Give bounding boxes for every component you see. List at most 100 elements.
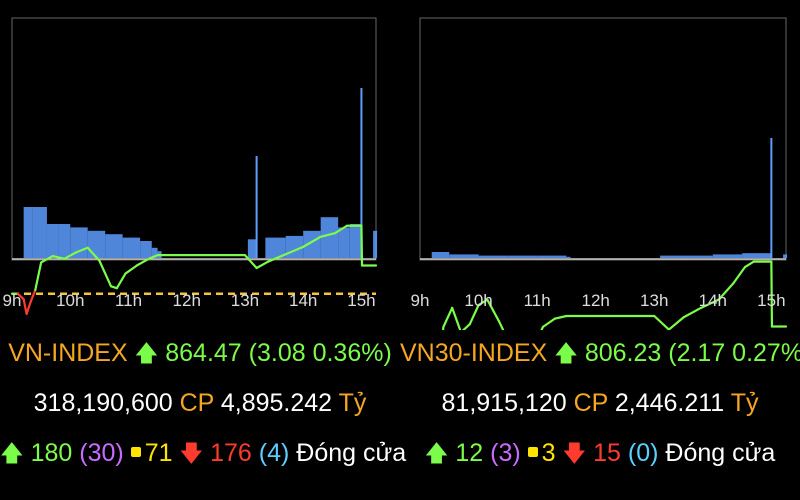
index-value: 864.47 (165, 339, 242, 367)
volume-bar (58, 224, 71, 258)
price-line-segment (553, 314, 568, 320)
ceiling-count: (30) (79, 439, 124, 467)
decliners-count: 15 (593, 439, 621, 467)
x-tick-label: 12h (173, 291, 201, 310)
price-line-segment (540, 325, 545, 330)
price-line-segment (732, 265, 747, 285)
volume-bar (87, 230, 106, 258)
price-line-segment (319, 231, 337, 238)
price-line-segment (22, 298, 28, 315)
chart-frame (11, 17, 377, 261)
price-line-segment (40, 254, 54, 264)
price-line-segment (743, 260, 755, 269)
volume-bar (537, 255, 567, 258)
price-line-segment (16, 292, 25, 301)
x-tick-label: 12h (581, 291, 609, 310)
volume-line: 81,915,120 CP 2,446.211 Tỷ (400, 389, 800, 418)
volume-bar (122, 237, 141, 258)
price-line-segment (451, 306, 462, 330)
arrow-up-icon: 🡅 (134, 340, 159, 366)
arrow-down-icon: 🡇 (562, 440, 587, 466)
volume-bar (46, 224, 59, 258)
x-tick-label: 14h (699, 291, 727, 310)
price-line-segment (284, 245, 305, 256)
arrow-up-icon: 🡅 (554, 340, 578, 366)
price-line-segment (25, 300, 32, 315)
price-line-segment (136, 257, 150, 267)
arrow-down-icon: 🡇 (179, 440, 204, 466)
advancers-count: 12 (455, 439, 484, 467)
price-line-segment (98, 259, 113, 288)
x-tick-label: 10h (56, 291, 84, 310)
volume-value: 318,190,600 (33, 389, 173, 417)
market-status: Đóng cửa (296, 439, 407, 467)
price-line-segment (334, 224, 348, 235)
price-line-segment (461, 323, 471, 330)
vn30-index-chart: 9h 10h 11h 12h 13h 14h 15h (411, 17, 788, 330)
price-line-segment (541, 317, 556, 328)
volume-line: 318,190,600 CP 4,895.242 Tỷ (0, 389, 400, 418)
volume-bar (32, 207, 47, 258)
advancers-count: 180 (30, 439, 73, 467)
turnover-unit: Tỷ (730, 389, 759, 417)
volume-value: 81,915,120 (441, 389, 567, 417)
turnover-value: 4,895.242 (220, 389, 333, 417)
floor-count: (0) (627, 439, 659, 467)
price-line-segment (147, 254, 159, 260)
x-tick-label: 11h (524, 291, 551, 310)
volume-bar (23, 207, 33, 258)
price-line-segment (360, 224, 364, 267)
x-tick-label: 13h (640, 291, 668, 310)
price-line-segment (667, 316, 685, 330)
volume-bar (303, 230, 321, 258)
unchanged-count: 3 (541, 439, 556, 467)
volume-bar (478, 255, 508, 258)
volume-bar (712, 254, 743, 258)
price-line-segment (255, 260, 270, 270)
index-value: 806.23 (584, 339, 662, 367)
unchanged-count: 71 (144, 439, 173, 467)
price-line-segment (34, 261, 43, 292)
arrow-up-icon: 🡅 (0, 440, 24, 466)
price-line-segment (717, 282, 735, 301)
volume-bar (349, 224, 362, 258)
index-quote-line: VN30-INDEX 🡅 806.23 (2.17 0.27%) (400, 337, 800, 376)
volume-bar (507, 255, 538, 258)
turnover-unit: Tỷ (338, 389, 367, 417)
volume-bar (770, 138, 773, 258)
price-line-segment (442, 306, 454, 328)
x-tick-label: 9h (3, 291, 22, 310)
ceiling-count: (3) (490, 439, 521, 467)
index-name: VN30-INDEX (400, 339, 548, 367)
price-line-segment (267, 253, 287, 263)
x-tick-label: 9h (411, 291, 430, 310)
square-icon (527, 447, 538, 458)
market-status: Đóng cửa (665, 439, 776, 467)
floor-count: (4) (258, 439, 290, 467)
price-line-segment (51, 254, 66, 260)
price-line-segment (486, 298, 501, 323)
price-line-segment (682, 306, 703, 319)
vn-index-chart: 9h 10h 11h 12h 13h 14h 15h (3, 17, 378, 315)
turnover-value: 2,446.211 (614, 389, 725, 417)
volume-bar (105, 234, 123, 258)
volume-bar (320, 217, 339, 258)
price-line-segment (302, 235, 322, 248)
x-tick-label: 15h (757, 291, 785, 310)
price-line-segment (63, 251, 78, 260)
volume-bar (660, 255, 684, 258)
volume-bar (783, 254, 788, 258)
volume-bar (265, 237, 286, 258)
vn-index-panel: 9h 10h 11h 12h 13h 14h 15h VN-INDEX 🡅 864.47 (… (0, 17, 406, 467)
arrow-up-icon: 🡅 (424, 440, 449, 466)
volume-bar (566, 256, 571, 258)
price-line-segment (74, 246, 89, 254)
vn30-index-panel: 9h 10h 11h 12h 13h 14h 15h VN30-INDEX 🡅 806.23… (400, 0, 800, 500)
price-line-segment (124, 264, 139, 275)
price-line-segment (115, 272, 127, 290)
index-change: (2.17 0.27%) (668, 339, 800, 367)
price-line-segment (86, 246, 101, 262)
decliners-count: 176 (210, 439, 252, 467)
volume-bar (742, 253, 772, 258)
volume-unit: CP (179, 389, 214, 417)
